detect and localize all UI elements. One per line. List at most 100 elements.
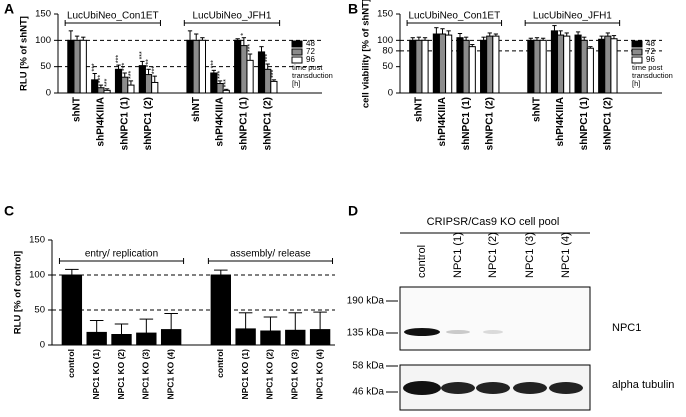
bar — [246, 59, 254, 94]
x-tick-label: NPC1 KO (4) — [165, 349, 175, 400]
x-tick-label: control — [215, 349, 225, 378]
error-bar — [74, 35, 80, 41]
legend-swatch — [631, 48, 643, 56]
error-bar — [422, 37, 428, 41]
bar — [210, 274, 231, 346]
lane-label: NPC1 (4) — [560, 232, 572, 278]
error-bar — [440, 28, 445, 35]
lane-label: control — [416, 245, 428, 278]
band-label: alpha tubulin — [612, 379, 674, 391]
x-tick-label: control — [66, 349, 76, 378]
legend-label: 96 — [306, 55, 315, 64]
group-label: LucUbiNeo_JFH1 — [192, 11, 271, 22]
error-bar — [140, 60, 145, 66]
error-bar — [116, 64, 121, 70]
bar — [462, 39, 470, 94]
error-bar — [68, 30, 74, 41]
error-bar — [528, 37, 533, 41]
x-tick-label: shNPC1 (2) — [602, 97, 613, 150]
error-bar — [164, 313, 178, 330]
error-bar — [552, 25, 557, 31]
bar — [151, 81, 159, 94]
error-bar — [558, 30, 563, 36]
significance: *** — [98, 75, 105, 83]
x-tick-label: shNT — [532, 97, 543, 122]
error-bar — [582, 36, 587, 41]
y-axis-label: RLU [% of control] — [13, 251, 24, 334]
legend-label: 72 — [306, 47, 315, 56]
error-bar — [599, 35, 604, 40]
error-bar — [224, 88, 229, 91]
bar — [563, 35, 571, 94]
error-bar — [588, 46, 593, 49]
bar — [79, 39, 87, 94]
error-bar — [89, 320, 104, 333]
significance: *** — [271, 69, 278, 77]
bar — [136, 332, 157, 346]
bar — [432, 33, 440, 94]
error-bar — [263, 316, 278, 331]
bar — [138, 65, 146, 94]
error-bar — [217, 80, 223, 84]
bar — [586, 47, 594, 94]
error-bar — [114, 323, 129, 335]
bar — [309, 329, 331, 346]
bar — [527, 39, 535, 94]
legend-label: 72 — [646, 47, 655, 56]
legend-title: time post transduction [h] — [632, 64, 673, 88]
bar — [468, 46, 476, 94]
error-bar — [92, 73, 97, 80]
significance: *** — [104, 78, 111, 86]
legend-label: 48 — [306, 39, 315, 48]
y-tick-label: 50 — [40, 61, 51, 72]
y-tick-label: 0 — [388, 88, 393, 99]
error-bar — [564, 32, 569, 37]
error-bar — [534, 37, 540, 41]
error-bar — [446, 30, 451, 36]
bar — [67, 39, 75, 94]
y-tick-label: 100 — [35, 35, 51, 46]
error-bar — [313, 311, 327, 330]
y-tick-label: 150 — [377, 9, 393, 20]
marker-label: 135 kDa — [347, 328, 385, 339]
y-tick-label: 0 — [46, 88, 51, 99]
bar — [160, 329, 182, 346]
group-label: entry/ replication — [85, 249, 158, 260]
y-tick-label: 150 — [35, 9, 51, 20]
lane-label: NPC1 (3) — [524, 232, 536, 278]
bar — [86, 331, 107, 346]
band — [446, 330, 470, 334]
bar — [234, 39, 242, 94]
panel-letter: B — [348, 1, 358, 17]
error-bar — [211, 69, 217, 73]
legend-label: 48 — [646, 39, 655, 48]
bar — [192, 39, 200, 94]
bar — [480, 39, 488, 94]
bar — [186, 39, 194, 94]
bar — [539, 39, 547, 94]
bar — [103, 89, 111, 94]
bar — [97, 87, 105, 94]
legend-swatch — [631, 40, 643, 48]
bar — [61, 274, 83, 346]
legend-title-text: time post transduction [h] — [292, 64, 333, 88]
blot-title: CRIPSR/Cas9 KO cell pool — [427, 216, 560, 228]
x-tick-label: shNT — [414, 97, 425, 122]
band — [476, 382, 510, 394]
bar — [222, 89, 230, 94]
x-tick-label: NPC1 KO (3) — [290, 349, 300, 400]
band — [404, 328, 440, 336]
x-tick-label: shNPC1 (1) — [239, 97, 250, 150]
group-label: LucUbiNeo_Con1ET — [408, 11, 500, 22]
x-tick-label: NPC1 KO (2) — [265, 349, 275, 400]
y-tick-label: 100 — [29, 270, 45, 281]
significance: *** — [122, 63, 129, 71]
bar — [604, 35, 612, 94]
x-tick-label: shNPC1 (2) — [262, 97, 273, 150]
error-bar — [605, 32, 610, 37]
significance: *** — [265, 54, 272, 62]
panel-letter: D — [348, 203, 358, 219]
x-tick-label: shNPC1 (1) — [119, 97, 130, 150]
bar — [421, 39, 429, 94]
